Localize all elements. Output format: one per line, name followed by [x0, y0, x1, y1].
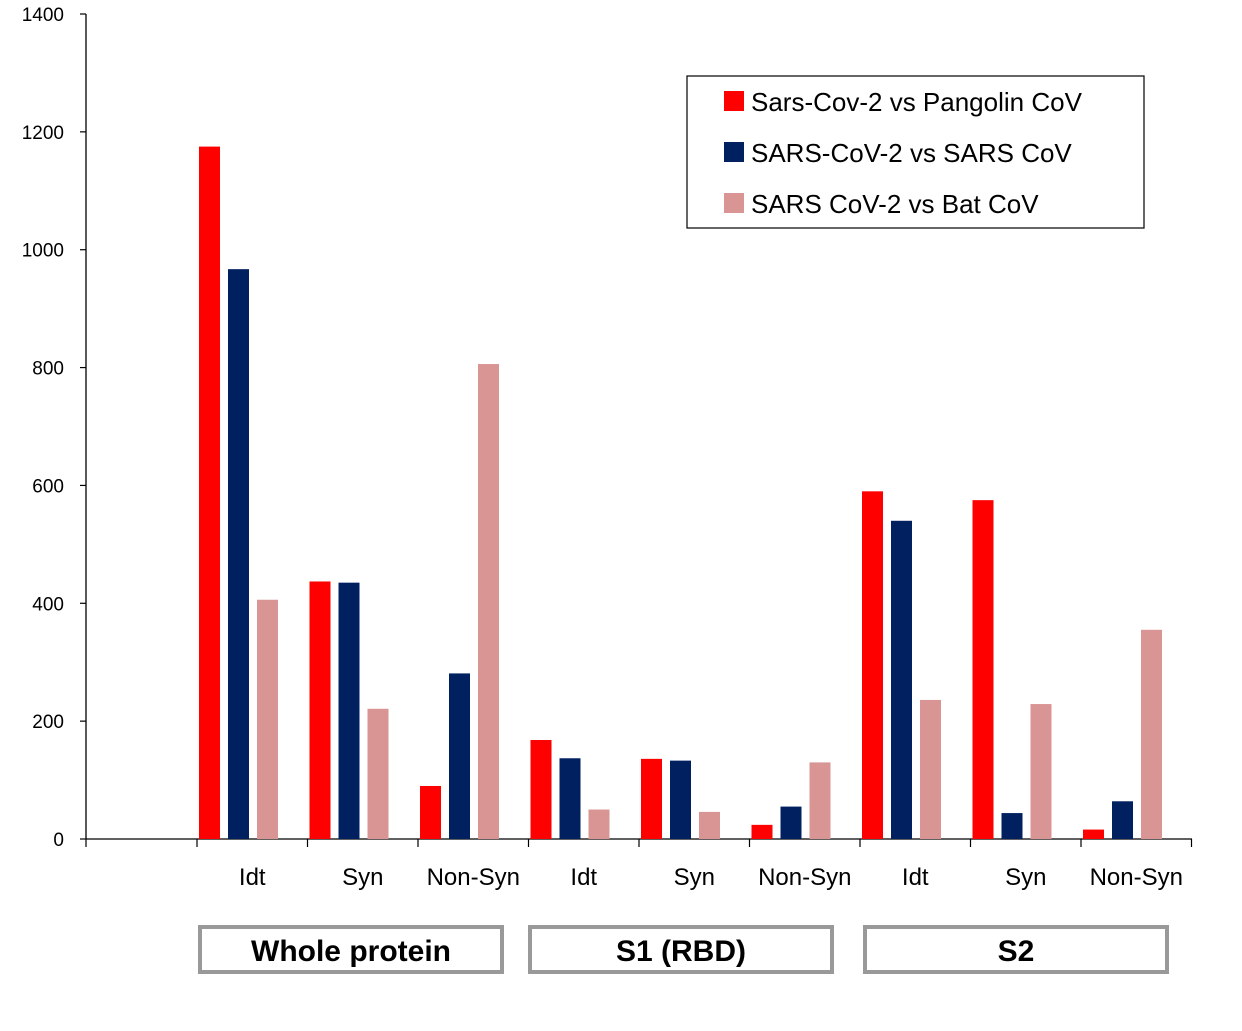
x-category-label: Idt — [570, 864, 597, 891]
bar-2-2 — [338, 582, 360, 839]
legend-label: SARS CoV-2 vs Bat CoV — [751, 189, 1039, 219]
bar-1-4 — [530, 740, 552, 839]
x-category-label: Non-Syn — [758, 864, 851, 891]
legend-label: SARS-CoV-2 vs SARS CoV — [751, 138, 1072, 168]
bar-3-2 — [367, 708, 389, 839]
group-box — [863, 925, 1169, 974]
x-category-label: Idt — [902, 864, 929, 891]
bar-2-6 — [780, 806, 802, 839]
y-tick-label: 200 — [32, 712, 64, 733]
bar-1-7 — [862, 491, 883, 839]
bar-3-1 — [257, 599, 278, 839]
bar-3-9 — [1141, 629, 1162, 839]
bar-2-4 — [559, 758, 581, 839]
bar-1-9 — [1083, 829, 1104, 839]
group-label: S1 (RBD) — [616, 935, 746, 968]
y-ticks: 0 200 400 600 800 1000 1200 1400 — [22, 5, 86, 851]
x-category-label: Non-Syn — [427, 864, 520, 891]
legend-swatch — [724, 142, 744, 162]
bar-1-3 — [420, 785, 441, 839]
bar-1-8 — [972, 500, 994, 839]
y-tick-label: 1400 — [22, 5, 64, 26]
category-labels: Idt Syn Non-Syn Idt Syn Non-Syn Idt Syn Non-Syn — [239, 864, 1183, 891]
bar-3-7 — [920, 699, 941, 839]
group-box — [528, 925, 834, 974]
x-category-label: Non-Syn — [1090, 864, 1183, 891]
bar-3-3 — [478, 364, 499, 839]
bar-1-5 — [641, 758, 662, 839]
bar-3-8 — [1030, 704, 1052, 839]
group-label: S2 — [998, 935, 1035, 968]
x-category-label: Syn — [674, 864, 715, 891]
y-tick-label: 0 — [53, 830, 64, 851]
x-category-label: Syn — [1005, 864, 1046, 891]
bar-1-1 — [199, 146, 220, 839]
y-tick-label: 1000 — [22, 241, 64, 262]
legend: Sars-Cov-2 vs Pangolin CoV SARS-CoV-2 vs … — [686, 75, 1145, 229]
bar-2-7 — [891, 520, 912, 839]
y-tick-label: 1200 — [22, 123, 64, 144]
bars — [199, 146, 1162, 839]
bar-2-5 — [670, 760, 691, 839]
bar-3-4 — [588, 809, 610, 839]
legend-label: Sars-Cov-2 vs Pangolin CoV — [751, 87, 1083, 117]
bar-2-1 — [228, 269, 249, 839]
y-tick-label: 800 — [32, 359, 64, 380]
x-ticks — [85, 839, 1193, 847]
legend-swatch — [724, 91, 744, 111]
x-category-label: Idt — [239, 864, 266, 891]
bar-3-5 — [699, 811, 720, 839]
bar-2-8 — [1001, 813, 1023, 839]
bar-2-9 — [1112, 801, 1133, 839]
bar-1-6 — [751, 824, 773, 839]
legend-swatch — [724, 193, 744, 213]
group-label: Whole protein — [251, 935, 451, 968]
bar-3-6 — [809, 762, 831, 839]
legend-box — [686, 75, 1145, 229]
bar-2-3 — [449, 673, 470, 839]
bar-1-2 — [309, 581, 331, 839]
y-tick-label: 400 — [32, 594, 64, 615]
x-category-label: Syn — [342, 864, 383, 891]
group-label-boxes: Whole protein S1 (RBD) S2 — [198, 925, 1169, 974]
group-box — [198, 925, 504, 974]
y-tick-label: 600 — [32, 476, 64, 497]
